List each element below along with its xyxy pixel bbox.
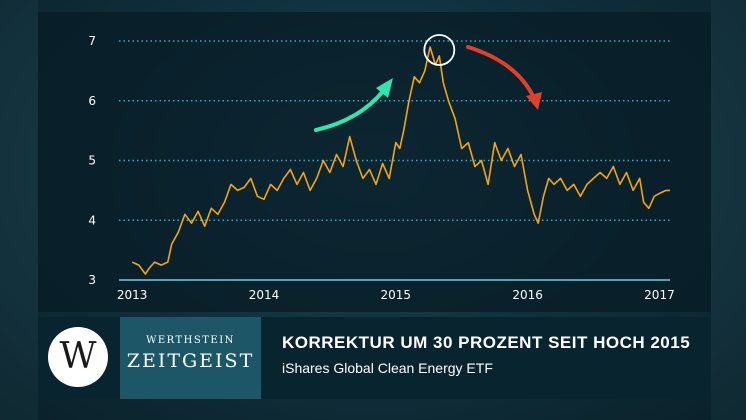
uptrend-arrow <box>314 88 386 132</box>
downtrend-arrow-head <box>526 92 542 110</box>
y-tick-label: 4 <box>88 213 96 227</box>
x-tick-label: 2016 <box>512 288 543 302</box>
brand-box: WERTHSTEIN ZEITGEIST <box>120 317 261 399</box>
peak-circle <box>423 34 456 66</box>
x-tick-label: 2015 <box>381 288 412 302</box>
headline: KORREKTUR UM 30 PROZENT SEIT HOCH 2015 <box>282 333 691 352</box>
chart-panel: 3 4 5 6 7 2013 2014 2015 2016 2017 <box>38 12 711 312</box>
uptrend-arrow-head <box>376 78 393 98</box>
line-chart: 3 4 5 6 7 2013 2014 2015 2016 2017 <box>88 34 675 302</box>
footer-banner: W WERTHSTEIN ZEITGEIST KORREKTUR UM 30 P… <box>38 317 711 399</box>
y-tick-label: 3 <box>88 273 96 287</box>
downtrend-arrow <box>466 45 535 98</box>
x-tick-label: 2017 <box>644 288 675 302</box>
series-line <box>131 46 670 275</box>
x-tick-label: 2014 <box>249 288 280 302</box>
brand-name-bottom: ZEITGEIST <box>126 350 255 372</box>
background-tile <box>711 0 746 420</box>
background-tile <box>0 0 38 420</box>
logo: W <box>48 327 108 387</box>
logo-letter: W <box>59 336 97 377</box>
brand-name-top: WERTHSTEIN <box>146 335 235 346</box>
y-tick-label: 7 <box>88 34 96 48</box>
y-tick-label: 5 <box>88 154 96 168</box>
x-tick-label: 2013 <box>117 288 148 302</box>
y-tick-label: 6 <box>88 94 96 108</box>
subline: iShares Global Clean Energy ETF <box>282 360 493 376</box>
